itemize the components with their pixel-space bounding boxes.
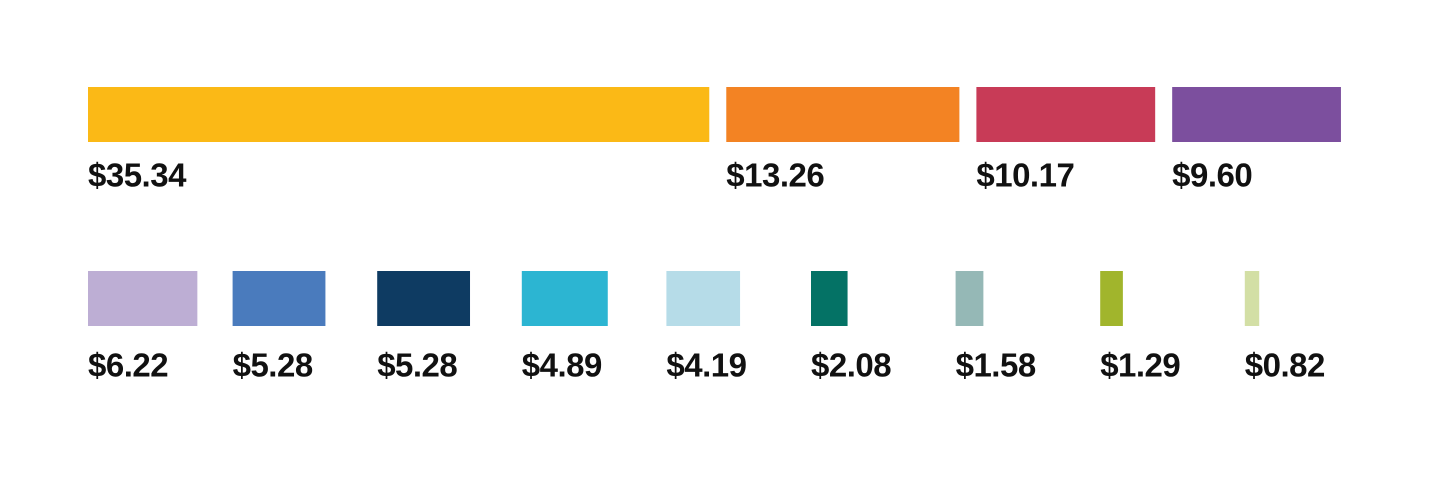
value-label: $10.17	[976, 157, 1074, 194]
value-label: $0.82	[1245, 347, 1325, 384]
value-label: $5.28	[377, 347, 457, 384]
bar	[976, 87, 1156, 142]
bar	[88, 271, 198, 326]
value-label: $9.60	[1172, 157, 1252, 194]
bar	[377, 271, 471, 326]
bar	[726, 87, 960, 142]
value-label: $35.34	[88, 157, 187, 194]
value-label: $1.58	[956, 347, 1036, 384]
value-label: $13.26	[726, 157, 824, 194]
bar	[88, 87, 710, 142]
bar	[955, 271, 984, 326]
bar	[811, 271, 848, 326]
bar	[1100, 271, 1123, 326]
bar	[232, 271, 326, 326]
bar	[1244, 271, 1260, 326]
bar	[1172, 87, 1341, 142]
value-label: $6.22	[88, 347, 168, 384]
value-label: $2.08	[811, 347, 891, 384]
value-label: $1.29	[1100, 347, 1180, 384]
value-label: $4.19	[666, 347, 746, 384]
bar	[521, 271, 608, 326]
value-label: $5.28	[233, 347, 313, 384]
value-label: $4.89	[522, 347, 602, 384]
bar	[666, 271, 741, 326]
